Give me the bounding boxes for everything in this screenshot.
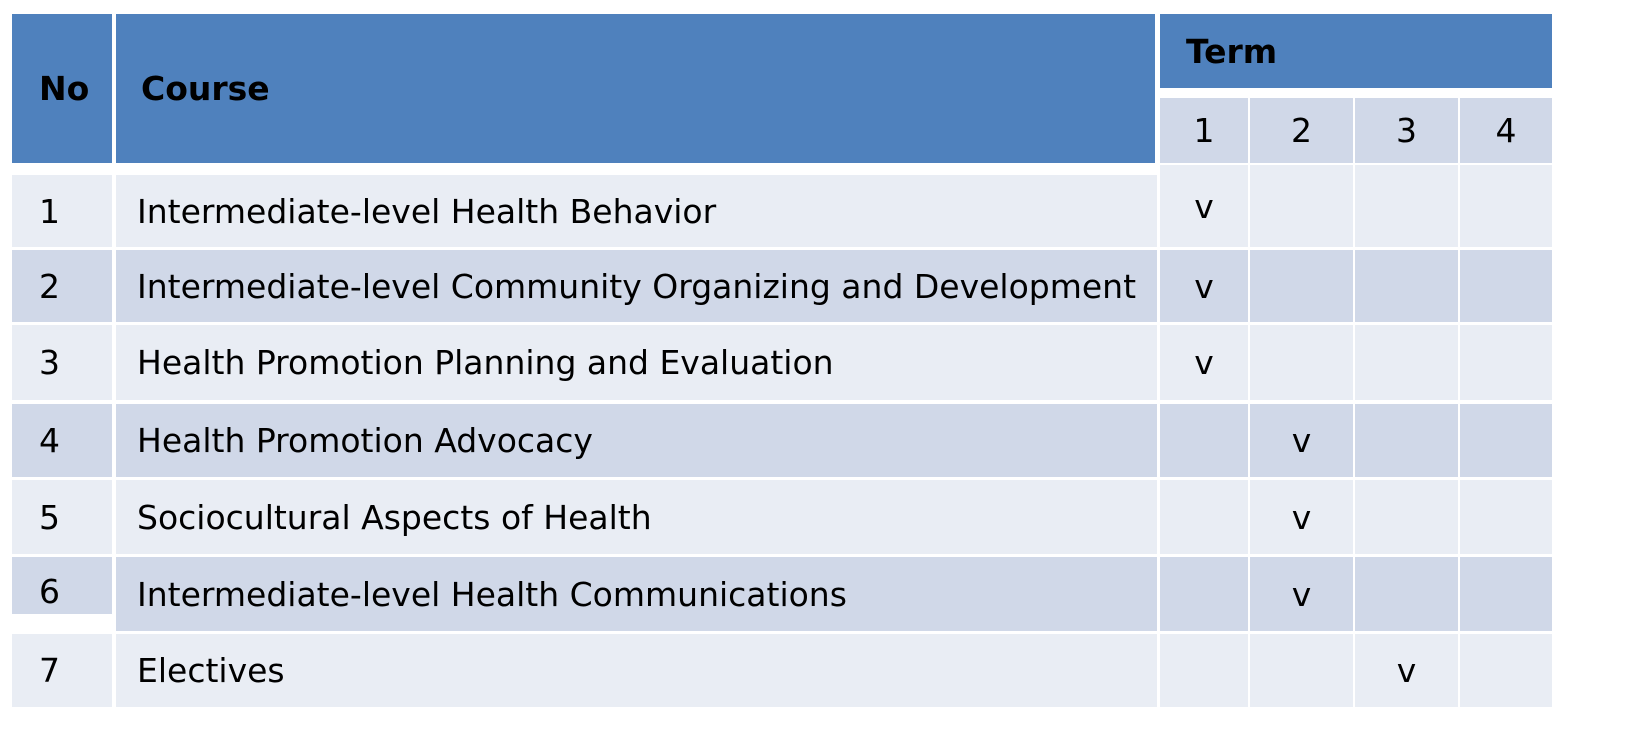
- row-number: 4: [39, 421, 60, 460]
- term-cell: [1355, 165, 1458, 247]
- term-cell: v: [1160, 250, 1248, 322]
- course-cell: Intermediate-level Community Organizing …: [116, 250, 1157, 322]
- check-mark: v: [1194, 266, 1214, 306]
- course-cell: Sociocultural Aspects of Health: [116, 480, 1157, 554]
- term-cell: v: [1355, 634, 1458, 707]
- term-cell: v: [1160, 165, 1248, 247]
- term-cell: [1460, 480, 1552, 554]
- course-name: Health Promotion Planning and Evaluation: [137, 343, 834, 382]
- no-header-label: No: [39, 69, 90, 108]
- row-number-cell: 7: [12, 634, 112, 707]
- check-mark: v: [1291, 574, 1312, 614]
- term-cell: [1160, 634, 1248, 707]
- term-column-label: 4: [1495, 111, 1517, 150]
- term-cell: [1460, 557, 1552, 631]
- row-number-cell: 4: [12, 404, 112, 477]
- term-header: Term: [1160, 14, 1552, 88]
- term-cell: [1355, 480, 1458, 554]
- check-mark: v: [1291, 497, 1312, 537]
- course-header-label: Course: [141, 69, 270, 108]
- course-name: Intermediate-level Health Communications: [137, 574, 847, 614]
- term-column-1: 1: [1160, 98, 1248, 163]
- course-name: Health Promotion Advocacy: [137, 421, 593, 460]
- row-number: 1: [39, 191, 60, 231]
- check-mark: v: [1396, 651, 1417, 690]
- row-number: 3: [39, 343, 60, 382]
- course-name: Sociocultural Aspects of Health: [137, 497, 652, 537]
- term-cell: v: [1250, 404, 1353, 477]
- check-mark: v: [1291, 421, 1312, 460]
- row-number-cell: 2: [12, 250, 112, 322]
- course-cell: Health Promotion Advocacy: [116, 404, 1157, 477]
- term-cell: [1160, 557, 1248, 631]
- check-mark: v: [1194, 186, 1214, 226]
- term-cell: [1160, 404, 1248, 477]
- course-name: Intermediate-level Community Organizing …: [137, 266, 1137, 306]
- term-cell: v: [1250, 480, 1353, 554]
- no-header: No: [12, 14, 112, 163]
- term-cell: [1460, 165, 1552, 247]
- term-cell: [1460, 250, 1552, 322]
- row-number-cell: 1: [12, 175, 112, 247]
- term-cell: [1250, 634, 1353, 707]
- row-number: 5: [39, 497, 60, 537]
- term-header-label: Term: [1186, 31, 1278, 71]
- term-cell: [1355, 250, 1458, 322]
- term-column-2: 2: [1250, 98, 1353, 163]
- term-cell: [1250, 325, 1353, 400]
- course-cell: Health Promotion Planning and Evaluation: [116, 325, 1157, 400]
- term-cell: [1355, 557, 1458, 631]
- term-cell: [1460, 325, 1552, 400]
- term-column-label: 1: [1193, 111, 1215, 150]
- check-mark: v: [1194, 343, 1214, 382]
- term-column-4: 4: [1460, 98, 1552, 163]
- row-number-cell: 3: [12, 325, 112, 400]
- term-cell: [1355, 325, 1458, 400]
- term-cell: [1250, 165, 1353, 247]
- term-cell: v: [1160, 325, 1248, 400]
- term-column-label: 2: [1291, 111, 1312, 150]
- course-name: Intermediate-level Health Behavior: [137, 191, 717, 231]
- course-header: Course: [116, 14, 1155, 163]
- row-number: 7: [39, 651, 60, 690]
- term-cell: [1355, 404, 1458, 477]
- term-cell: [1250, 250, 1353, 322]
- row-number: 2: [39, 266, 60, 306]
- course-cell: Electives: [116, 634, 1157, 707]
- row-number-cell: 6: [12, 557, 112, 614]
- course-cell: Intermediate-level Health Behavior: [116, 175, 1157, 247]
- course-cell: Intermediate-level Health Communications: [116, 557, 1157, 631]
- term-cell: [1160, 480, 1248, 554]
- course-name: Electives: [137, 651, 285, 690]
- term-cell: v: [1250, 557, 1353, 631]
- term-column-label: 3: [1396, 111, 1417, 150]
- term-cell: [1460, 404, 1552, 477]
- row-number: 6: [39, 572, 60, 611]
- row-number-cell: 5: [12, 480, 112, 554]
- term-cell: [1460, 634, 1552, 707]
- term-column-3: 3: [1355, 98, 1458, 163]
